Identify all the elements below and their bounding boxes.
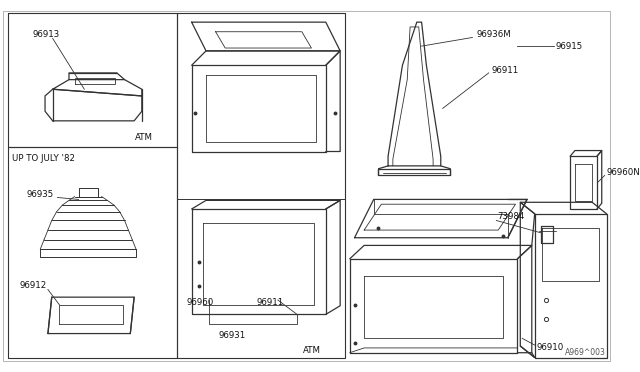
Text: A969^003: A969^003 <box>565 348 606 357</box>
Text: UP TO JULY '82: UP TO JULY '82 <box>12 154 76 163</box>
Text: 96915: 96915 <box>556 42 583 51</box>
Text: 96911: 96911 <box>492 65 519 74</box>
Text: 73984: 73984 <box>497 212 525 221</box>
Text: 96913: 96913 <box>33 30 60 39</box>
Text: 96931: 96931 <box>218 331 246 340</box>
Text: 96935: 96935 <box>27 190 54 199</box>
Text: ATM: ATM <box>303 346 321 355</box>
Text: 96936M: 96936M <box>476 30 511 39</box>
Text: 96960: 96960 <box>187 298 214 307</box>
Text: 96960N: 96960N <box>607 168 640 177</box>
Text: 96911: 96911 <box>257 298 284 307</box>
Text: ATM: ATM <box>135 133 154 142</box>
Text: 96912: 96912 <box>19 281 47 290</box>
Text: 96910: 96910 <box>536 343 564 352</box>
